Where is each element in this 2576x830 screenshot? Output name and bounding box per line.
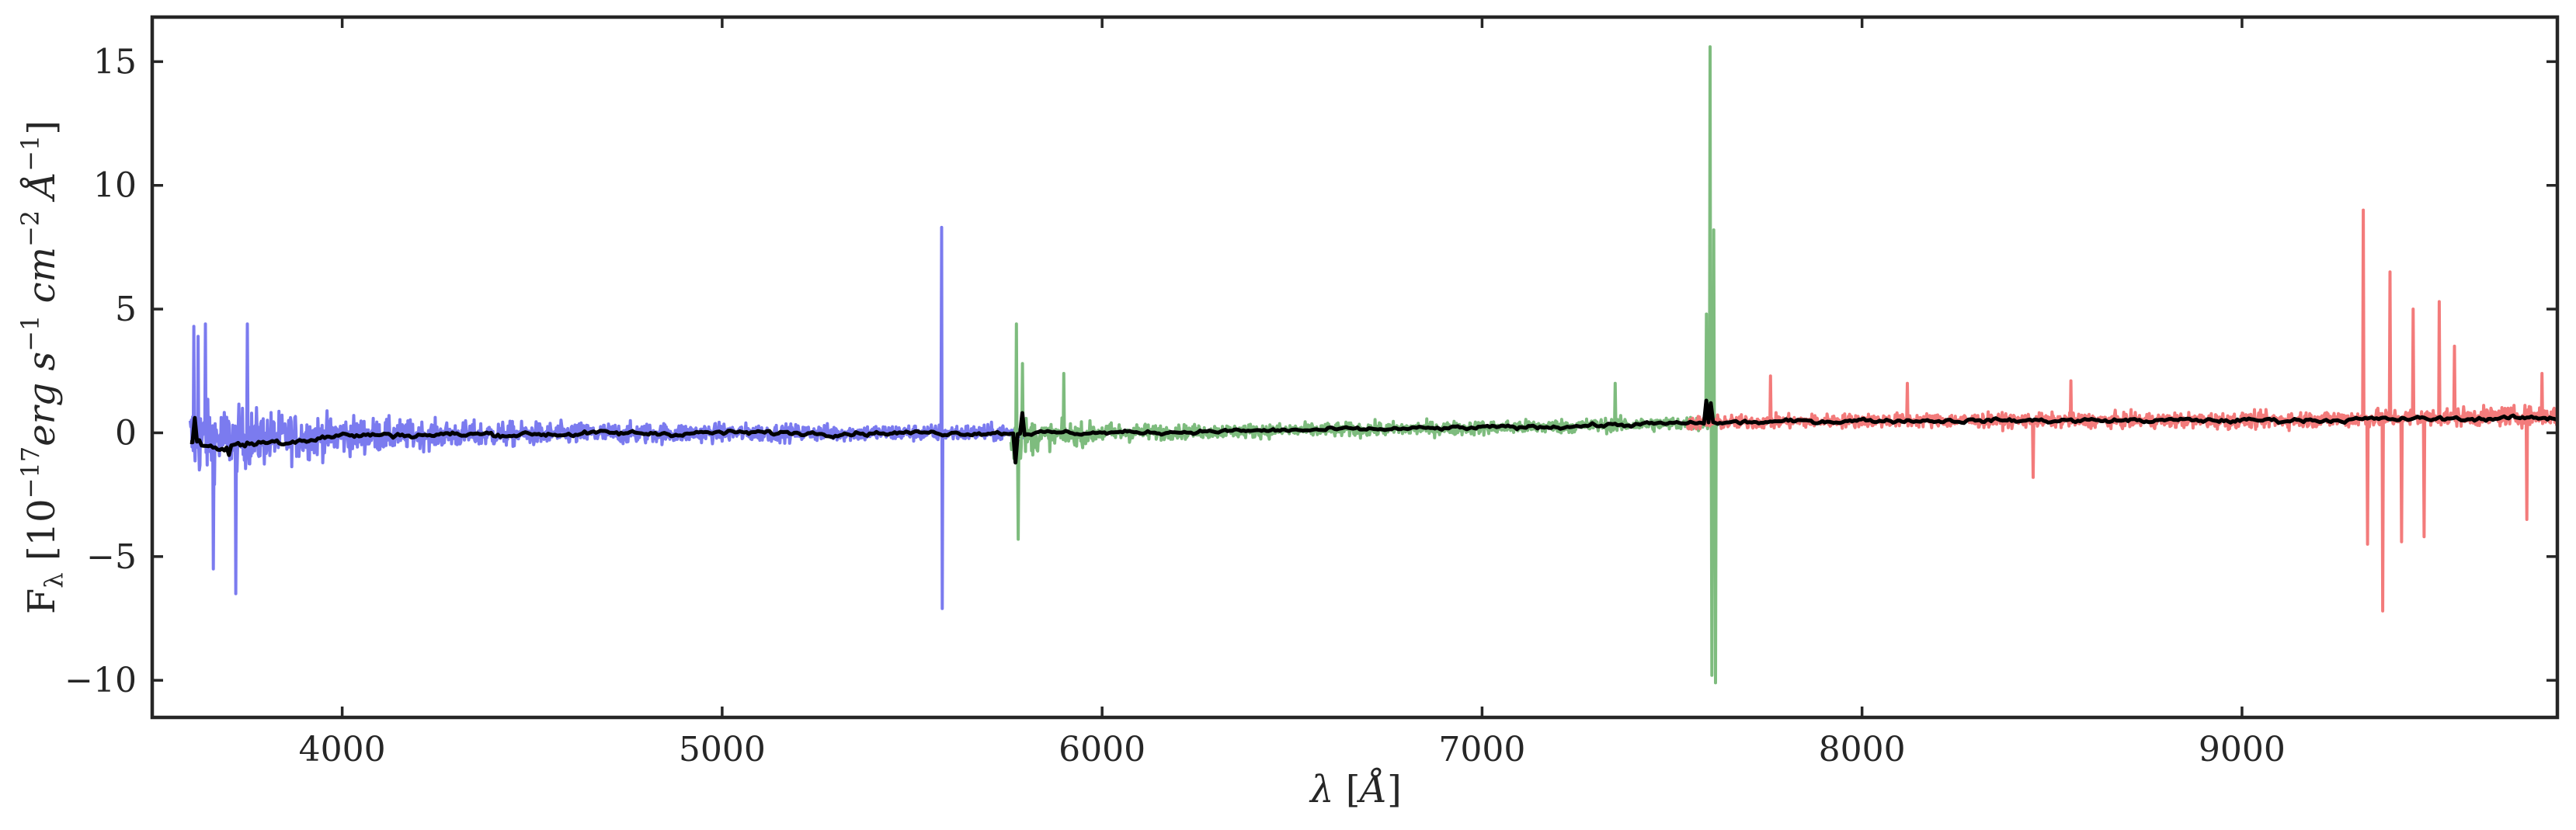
- x-tick-label: 4000: [299, 730, 386, 769]
- plot-frame: [150, 15, 2560, 720]
- x-axis-ticks: 4000 5000 6000 7000 8000 9000: [299, 17, 2286, 769]
- y-tick-label: 10: [93, 166, 137, 206]
- series-line-smoothed: [189, 398, 2557, 465]
- x-tick-label: 6000: [1059, 730, 1145, 769]
- y-tick-label: 5: [115, 290, 137, 329]
- series-line-red: [1685, 208, 2557, 613]
- y-axis-ticks: −10 −5 0 5 10 15: [64, 42, 2557, 700]
- x-tick-label: 8000: [1819, 730, 1906, 769]
- x-tick-label: 7000: [1438, 730, 1525, 769]
- y-tick-label: −10: [64, 661, 137, 700]
- y-tick-label: −5: [86, 537, 137, 577]
- y-tick-label: 15: [93, 42, 137, 82]
- series-line-green: [1009, 45, 1723, 685]
- series-line-blue: [188, 225, 1027, 610]
- x-axis-label: λ [Å]: [1309, 767, 1402, 811]
- y-tick-label: 0: [115, 413, 137, 453]
- series-layer: [188, 45, 2557, 685]
- x-tick-label: 9000: [2199, 730, 2286, 769]
- x-tick-label: 5000: [679, 730, 766, 769]
- y-axis-label: Fλ [10−17erg s−1 cm−2 Å−1]: [16, 120, 68, 614]
